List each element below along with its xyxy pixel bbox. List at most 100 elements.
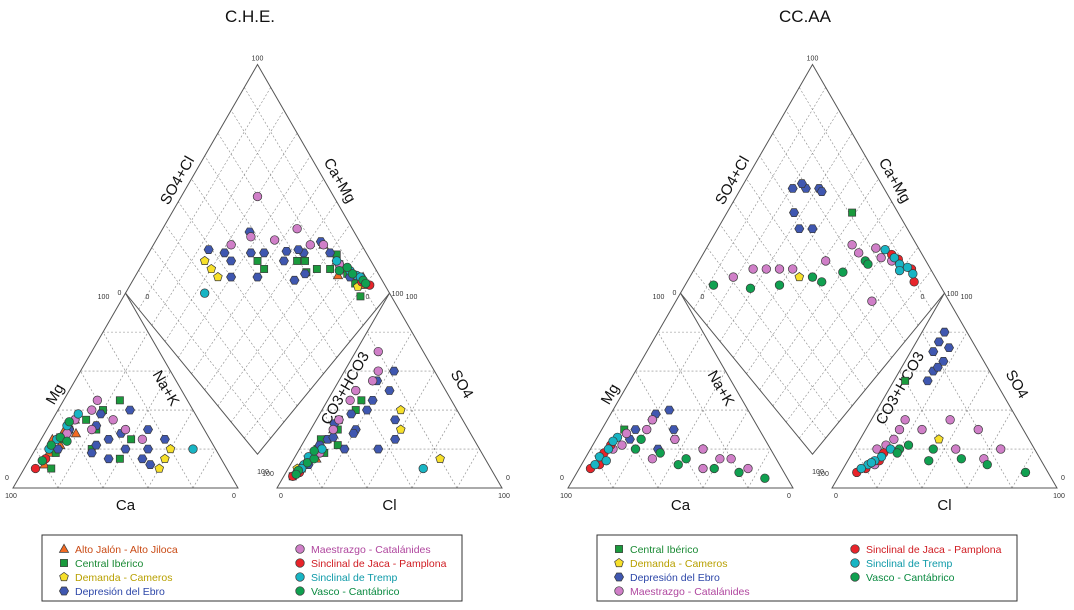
data-point [73, 409, 83, 419]
data-point [670, 434, 680, 444]
data-point [894, 424, 905, 435]
data-point [188, 444, 198, 454]
data-point [847, 240, 857, 250]
data-point [728, 272, 738, 282]
data-point [300, 269, 311, 279]
data-point [817, 277, 827, 287]
data-point [278, 256, 289, 266]
data-point [92, 395, 103, 405]
data-point [91, 440, 102, 450]
legend-marker [615, 545, 623, 553]
axis-label-co3hco3: CO3+HCO3 [318, 349, 373, 428]
data-point [160, 453, 170, 463]
tick-label: 0 [5, 475, 9, 482]
data-point [590, 459, 600, 470]
data-point [281, 246, 292, 256]
axis-label-mg: Mg [43, 381, 68, 408]
tick-label: 0 [701, 294, 705, 301]
data-point [668, 425, 679, 434]
legend-marker [850, 544, 860, 554]
tick-label: 100 [252, 56, 264, 63]
data-point [332, 256, 342, 266]
data-point [943, 343, 955, 353]
legend-marker [58, 543, 70, 553]
legend-label: Depresión del Ebro [630, 572, 720, 584]
legend-label: Vasco - Cantábrico [311, 586, 400, 598]
legend-marker [295, 544, 305, 554]
data-point [291, 469, 301, 480]
legend-label: Maestrazgo - Catalánides [311, 544, 431, 556]
data-point [647, 415, 658, 425]
data-point [388, 366, 400, 376]
data-point [226, 256, 237, 266]
data-point [794, 224, 805, 234]
tick-label: 0 [232, 493, 236, 500]
legend-marker [850, 572, 860, 582]
legend-label: Vasco - Cantábrico [866, 572, 955, 584]
data-point [87, 424, 97, 435]
data-point [346, 409, 357, 419]
data-point [142, 444, 154, 454]
axis-label-camg: Ca+Mg [320, 155, 359, 206]
tick-label: 100 [560, 493, 572, 500]
tick-label: 100 [947, 291, 959, 298]
data-point [435, 453, 445, 463]
data-point [603, 444, 614, 454]
data-point [900, 415, 910, 425]
data-point [902, 262, 913, 273]
tick-label: 100 [406, 294, 418, 301]
data-point [636, 434, 646, 444]
axis-label-so4: SO4 [1002, 367, 1032, 401]
data-point [87, 405, 97, 415]
data-point [115, 454, 124, 463]
tick-label: 100 [812, 469, 824, 476]
data-point [924, 456, 934, 466]
data-point [289, 275, 300, 285]
legend-label: Central Ibérico [75, 558, 143, 570]
data-point [945, 415, 955, 425]
legend-box [41, 534, 463, 602]
legend-1: Central Ibérico Demanda - Cameros Depresió… [596, 534, 1018, 602]
tick-label: 100 [498, 493, 510, 500]
data-point [848, 208, 857, 217]
data-point [137, 434, 148, 444]
data-point [1020, 467, 1031, 478]
data-point [647, 454, 658, 464]
data-point [395, 405, 406, 415]
data-point [86, 448, 97, 458]
data-point [933, 337, 944, 347]
data-point [856, 463, 866, 474]
legend-label: Maestrazgo - Catalánides [630, 586, 750, 598]
data-point [889, 434, 899, 444]
legend-label: Alto Jalón - Alto Jiloca [75, 544, 178, 556]
axis-label-ca: Ca [671, 497, 691, 514]
tick-label: 100 [817, 471, 829, 478]
data-point [932, 362, 943, 372]
data-point [709, 463, 719, 474]
data-point [922, 376, 933, 386]
data-point [137, 454, 148, 464]
data-point [673, 459, 683, 470]
axis-label-cl: Cl [937, 497, 951, 514]
data-point [894, 265, 905, 276]
data-point [348, 429, 359, 438]
data-point [951, 444, 961, 454]
legend-label: Central Ibérico [630, 544, 698, 556]
data-point [127, 435, 136, 444]
data-point [418, 463, 428, 474]
data-point [903, 440, 914, 450]
panel-title: CC.AA [779, 7, 832, 26]
legend-label: Depresión del Ebro [75, 586, 165, 598]
data-point [305, 240, 315, 250]
data-point [816, 187, 827, 197]
data-point [698, 444, 708, 454]
data-point [384, 386, 395, 395]
data-point [373, 366, 383, 376]
data-point [328, 424, 338, 435]
data-point [103, 434, 114, 444]
data-point [292, 224, 302, 234]
